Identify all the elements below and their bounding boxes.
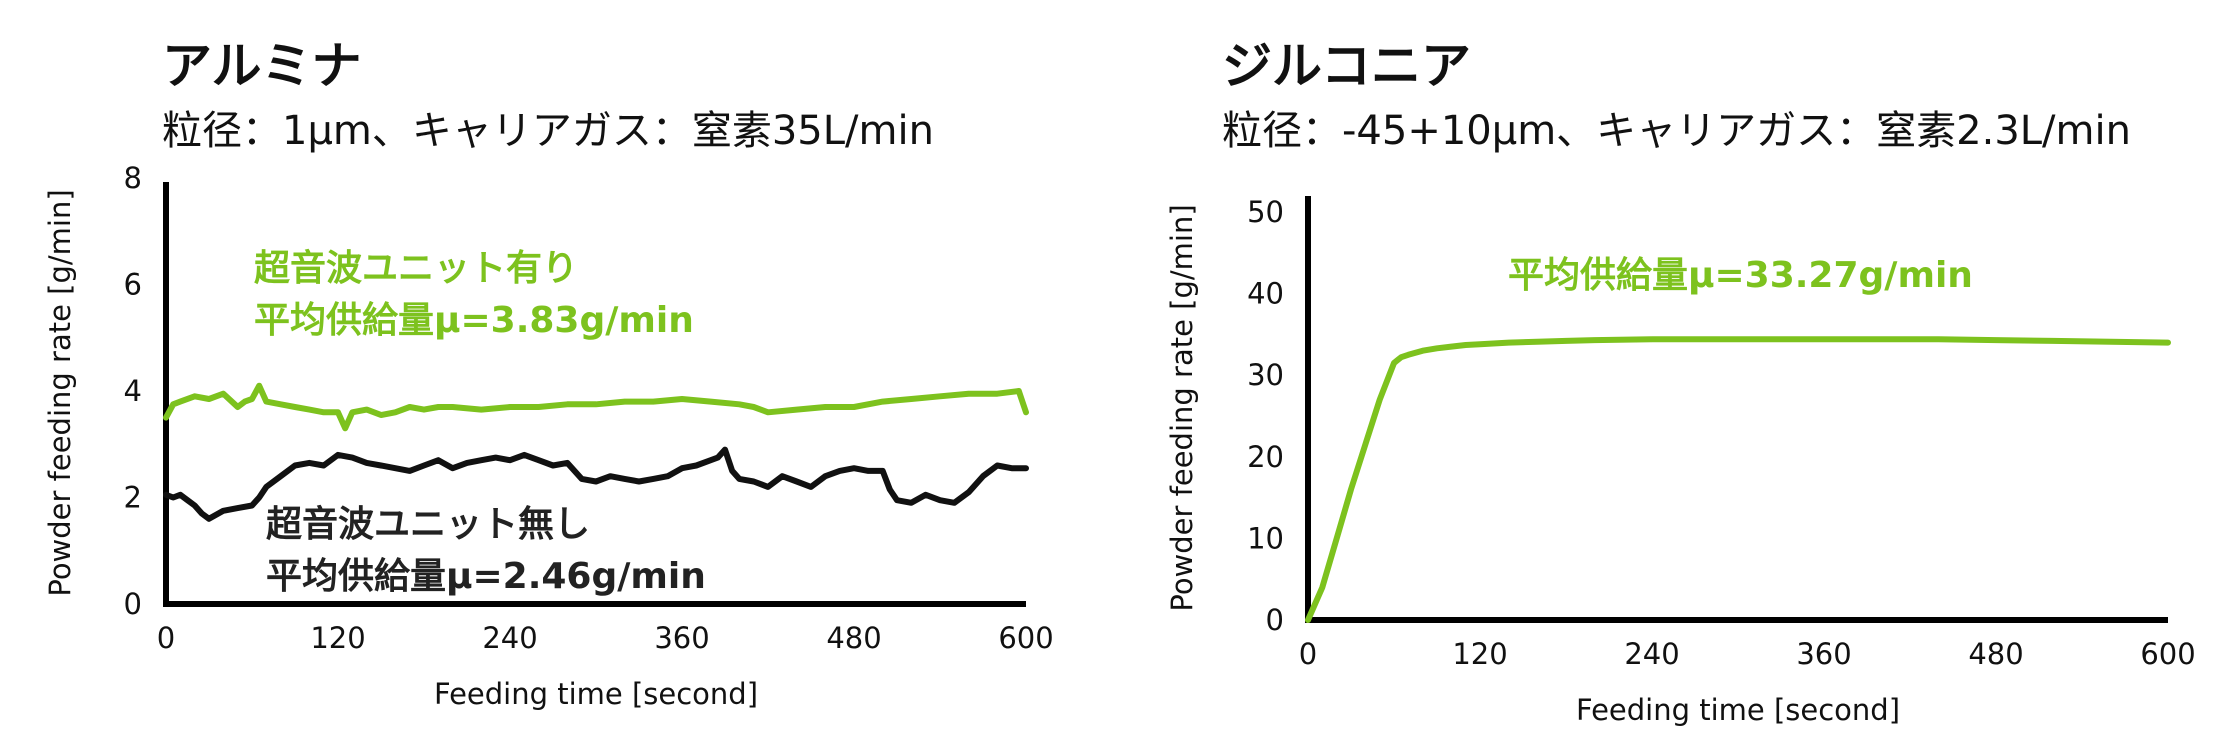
x-axis-label: Feeding time [second] xyxy=(1576,693,1900,727)
panel-title: アルミナ xyxy=(162,37,362,95)
y-tick-label: 30 xyxy=(1247,358,1284,392)
annotation-label: 超音波ユニット有り xyxy=(254,248,578,289)
zirconia-chart: 0 10 20 30 40 50 0 120 240 360 480 600 Feeding time … xyxy=(1165,195,2196,727)
x-tick-label: 240 xyxy=(1624,637,1679,671)
chart-panel-alumina: アルミナ 粒径：1μm、キャリアガス：窒素35L/min 0 2 4 6 8 0 120 24… xyxy=(43,37,1054,711)
y-tick-label: 0 xyxy=(124,587,142,621)
annotation-label: 平均供給量μ=33.27g/min xyxy=(1508,255,1973,296)
x-tick-label: 120 xyxy=(1452,637,1507,671)
chart-panel-zirconia: ジルコニア 粒径：-45+10μm、キャリアガス：窒素2.3L/min 0 10 2… xyxy=(1160,0,2240,740)
y-axis-label: Powder feeding rate [g/min] xyxy=(43,189,77,596)
panel-title: ジルコニア xyxy=(1222,37,1471,95)
y-tick-label: 40 xyxy=(1247,277,1284,311)
annotation-mean: 平均供給量μ=2.46g/min xyxy=(266,556,706,597)
series-line-1 xyxy=(1305,336,2171,623)
y-tick-label: 8 xyxy=(124,161,142,195)
annotation-mean: 平均供給量μ=3.83g/min xyxy=(254,300,694,341)
series-line-1 xyxy=(163,382,1029,432)
x-tick-label: 120 xyxy=(310,621,365,655)
x-tick-label: 0 xyxy=(1299,637,1317,671)
x-tick-label: 360 xyxy=(1796,637,1851,671)
series-line-2 xyxy=(163,446,1029,522)
y-axis-label: Powder feeding rate [g/min] xyxy=(1165,204,1199,611)
panel-subtitle: 粒径：-45+10μm、キャリアガス：窒素2.3L/min xyxy=(1222,108,2131,154)
y-tick-label: 6 xyxy=(124,268,142,302)
x-tick-label: 600 xyxy=(998,621,1053,655)
x-axis-label: Feeding time [second] xyxy=(434,677,758,711)
x-tick-label: 600 xyxy=(2140,637,2195,671)
x-tick-label: 240 xyxy=(482,621,537,655)
x-tick-label: 360 xyxy=(654,621,709,655)
alumina-chart: 0 2 4 6 8 0 120 240 360 480 600 Feeding time [secon… xyxy=(43,161,1054,711)
x-tick-label: 480 xyxy=(1968,637,2023,671)
annotation-label: 超音波ユニット無し xyxy=(266,504,590,545)
panel-subtitle: 粒径：1μm、キャリアガス：窒素35L/min xyxy=(162,108,934,154)
x-tick-label: 480 xyxy=(826,621,881,655)
y-tick-label: 4 xyxy=(124,374,142,408)
y-tick-label: 50 xyxy=(1247,195,1284,229)
x-tick-label: 0 xyxy=(157,621,175,655)
y-tick-label: 20 xyxy=(1247,440,1284,474)
y-tick-label: 10 xyxy=(1247,521,1284,555)
y-tick-label: 0 xyxy=(1266,603,1284,637)
y-tick-label: 2 xyxy=(124,481,142,515)
